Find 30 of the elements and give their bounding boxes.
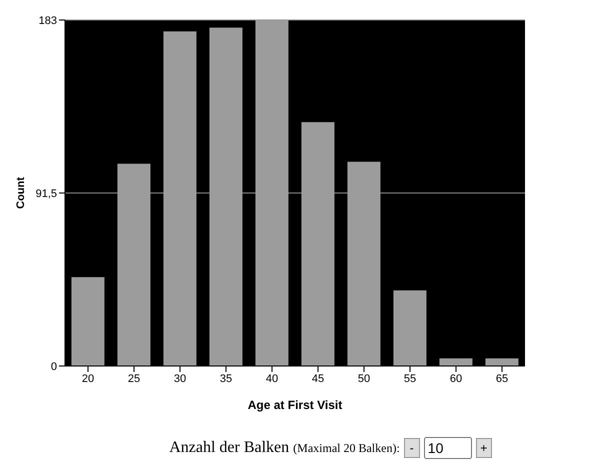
x-tick-label: 65: [496, 372, 508, 385]
bar: [347, 162, 380, 366]
y-axis-title: Count: [14, 176, 27, 209]
x-tick-label: 25: [128, 372, 140, 385]
y-tick-label: 0: [50, 360, 57, 373]
x-axis-title: Age at First Visit: [248, 398, 342, 412]
text: Anzahl der Balken: [169, 439, 290, 456]
x-tick-label: 30: [174, 372, 186, 385]
x-tick-label: 50: [358, 372, 370, 385]
y-tick-label: 91,5: [36, 188, 57, 200]
bar: [71, 277, 104, 366]
bar: [163, 31, 196, 366]
bar: [485, 358, 518, 366]
text: (Maximal 20 Balken):: [293, 441, 400, 455]
x-tick-label: 35: [220, 372, 232, 385]
x-tick-label: 20: [82, 372, 94, 385]
increment-button: +: [476, 438, 492, 458]
bar: [209, 28, 242, 366]
bar: [301, 122, 334, 366]
y-tick-label: 183: [38, 14, 57, 27]
x-tick-label: 40: [266, 372, 278, 385]
bar: [393, 290, 426, 366]
bar: [117, 164, 150, 366]
x-tick-label: 55: [404, 372, 416, 385]
x-tick-label: 60: [450, 372, 462, 385]
bar: [255, 20, 288, 366]
x-tick-label: 45: [312, 372, 324, 385]
count-field: 10: [424, 437, 472, 459]
decrement-button: -: [404, 438, 420, 458]
bar: [439, 358, 472, 366]
